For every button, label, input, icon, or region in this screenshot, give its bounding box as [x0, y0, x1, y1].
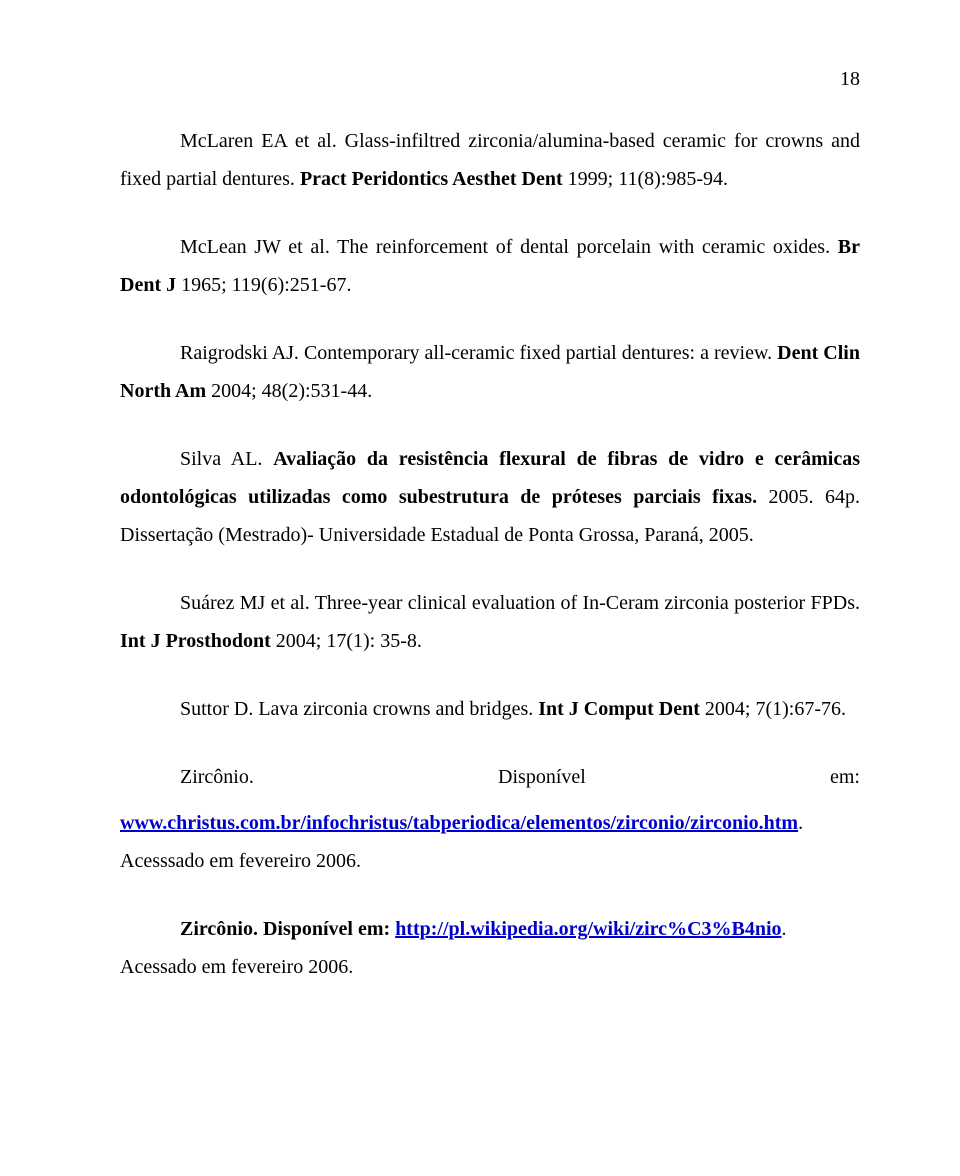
ref-text: Suárez MJ et al. Three-year clinical eva…: [180, 592, 860, 614]
ref-tail: 2004; 7(1):67-76.: [700, 698, 846, 720]
reference-entry: Zircônio. Disponível em: www.christus.co…: [120, 758, 860, 880]
reference-entry: Zircônio. Disponível em: http://pl.wikip…: [120, 910, 860, 986]
ref-text: McLean JW et al. The reinforcement of de…: [180, 236, 838, 258]
journal-title: Pract Peridontics Aesthet Dent: [300, 168, 563, 190]
ref-word: em:: [770, 758, 860, 796]
ref-tail: 1999; 11(8):985-94.: [563, 168, 728, 190]
reference-entry: Silva AL. Avaliação da resistência flexu…: [120, 440, 860, 554]
reference-entry: Raigrodski AJ. Contemporary all-ceramic …: [120, 334, 860, 410]
reference-entry: Suttor D. Lava zirconia crowns and bridg…: [120, 690, 860, 728]
journal-title: Int J Comput Dent: [538, 698, 700, 720]
ref-text: Silva AL.: [180, 448, 273, 470]
reference-entry: Suárez MJ et al. Three-year clinical eva…: [120, 584, 860, 660]
ref-tail: 2004; 48(2):531-44.: [206, 380, 372, 402]
reference-entry: McLean JW et al. The reinforcement of de…: [120, 228, 860, 304]
page-content: 18 McLaren EA et al. Glass-infiltred zir…: [0, 0, 960, 1076]
journal-title: Int J Prosthodont: [120, 630, 271, 652]
ref-tail: 2004; 17(1): 35-8.: [271, 630, 422, 652]
page-number: 18: [120, 60, 860, 98]
ref-text: Raigrodski AJ. Contemporary all-ceramic …: [180, 342, 777, 364]
reference-link[interactable]: http://pl.wikipedia.org/wiki/zirc%C3%B4n…: [395, 918, 781, 940]
reference-entry: McLaren EA et al. Glass-infiltred zircon…: [120, 122, 860, 198]
ref-word: Zircônio.: [120, 758, 254, 796]
spread-line: Zircônio. Disponível em:: [120, 758, 860, 796]
ref-word: Disponível: [254, 758, 770, 796]
ref-text: Suttor D. Lava zirconia crowns and bridg…: [180, 698, 538, 720]
reference-link[interactable]: www.christus.com.br/infochristus/tabperi…: [120, 812, 798, 834]
ref-lead: Zircônio. Disponível em:: [180, 918, 390, 940]
ref-tail: 1965; 119(6):251-67.: [176, 274, 351, 296]
